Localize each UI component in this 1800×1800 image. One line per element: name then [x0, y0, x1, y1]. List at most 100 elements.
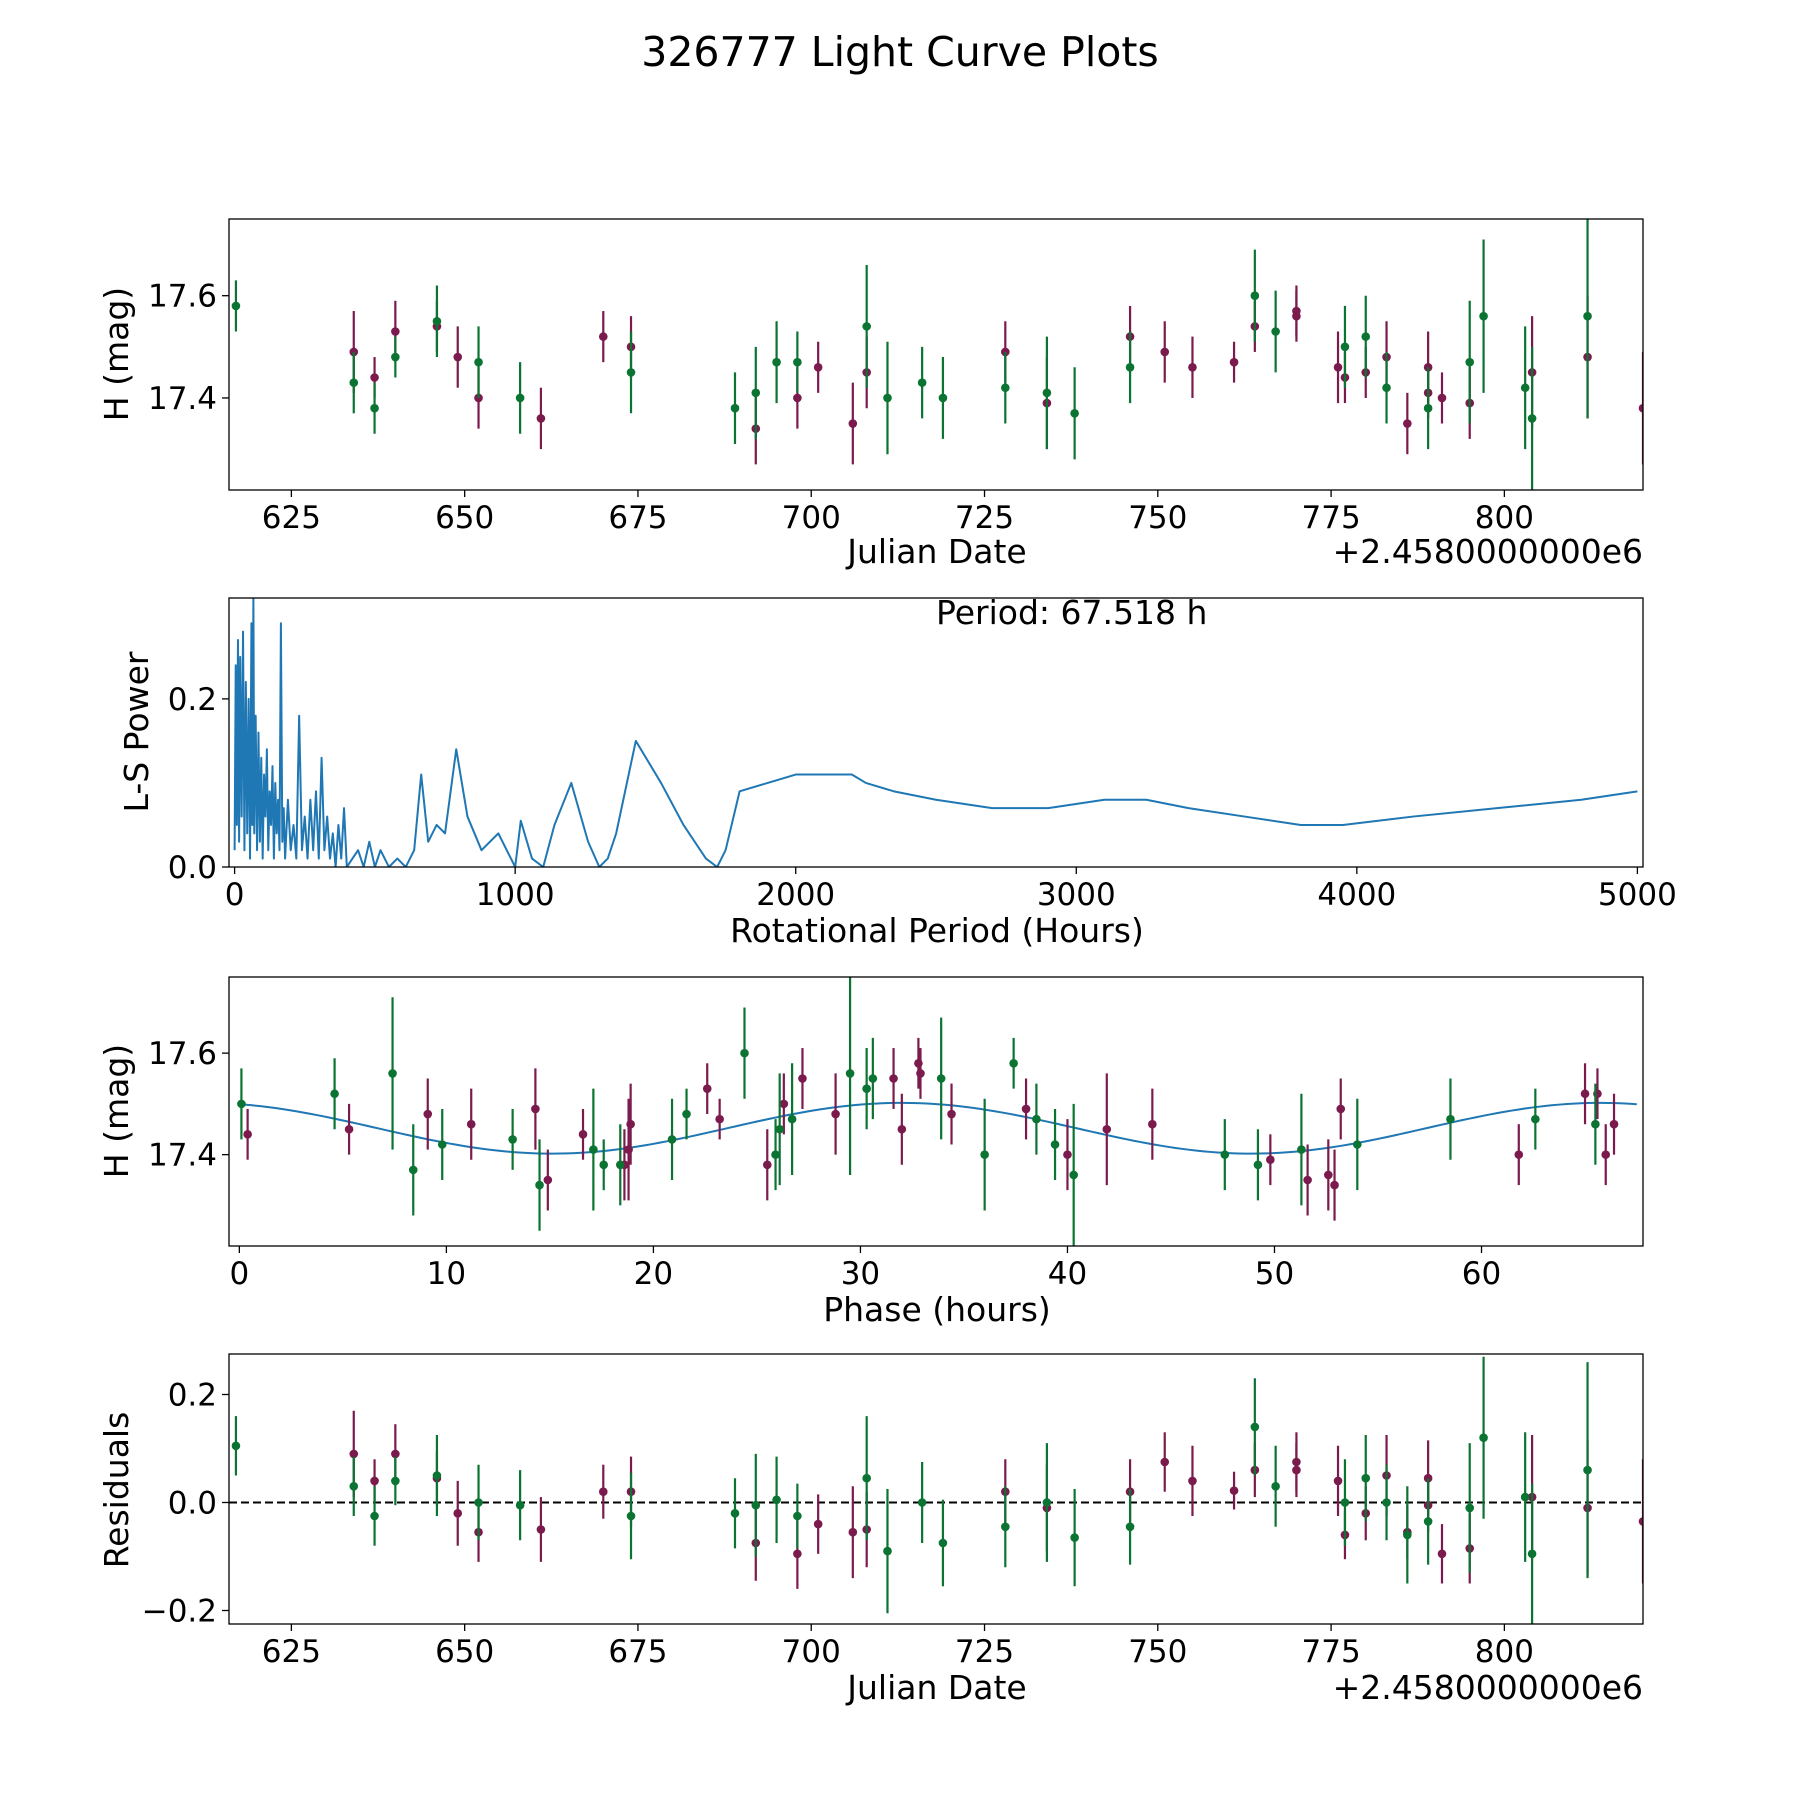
phased-xtick-label: 20 — [634, 1256, 673, 1292]
periodogram-xtick-label: 3000 — [1037, 877, 1116, 913]
band-b-point — [1069, 1170, 1078, 1180]
residuals-xtick-label: 625 — [262, 1634, 321, 1670]
lightcurve-axes-frame — [228, 218, 1644, 491]
band-b-point — [1250, 1422, 1260, 1432]
band-b-point — [1250, 291, 1260, 300]
band-a-point — [453, 352, 463, 362]
band-b-point — [589, 1145, 598, 1154]
band-a-point — [453, 1509, 463, 1518]
band-b-point — [862, 322, 871, 331]
band-b-point — [787, 1114, 797, 1124]
band-b-point — [231, 1441, 241, 1451]
band-b-point — [980, 1150, 989, 1159]
band-b-point — [936, 1074, 946, 1083]
band-b-point — [1009, 1058, 1018, 1068]
band-a-point — [1403, 419, 1412, 428]
residuals-xtick-label: 675 — [608, 1634, 667, 1670]
residuals-ytick-label: 0.0 — [168, 1486, 217, 1522]
band-b-point — [793, 1511, 802, 1521]
periodogram-xtick-label: 5000 — [1598, 877, 1677, 913]
band-b-point — [1527, 414, 1537, 423]
band-b-point — [237, 1099, 246, 1109]
band-b-point — [1583, 1465, 1592, 1475]
band-a-point — [762, 1160, 772, 1170]
band-a-point — [1580, 1089, 1590, 1099]
band-b-point — [1271, 1482, 1280, 1491]
band-a-point — [916, 1069, 925, 1078]
band-b-point — [793, 357, 802, 367]
band-a-point — [624, 1145, 633, 1154]
band-a-point — [1333, 1476, 1343, 1486]
band-a-point — [1333, 362, 1343, 372]
band-b-point — [740, 1048, 749, 1058]
phased-ytick-label: 17.6 — [148, 1036, 217, 1072]
band-a-point — [370, 1476, 379, 1486]
band-b-point — [917, 378, 927, 387]
phased-xtick-label: 30 — [841, 1256, 880, 1292]
band-b-point — [1001, 383, 1010, 393]
band-b-point — [1271, 327, 1280, 336]
band-a-point — [1292, 306, 1301, 316]
band-a-point — [793, 393, 802, 403]
band-a-point — [1514, 1150, 1524, 1159]
band-a-point — [391, 1449, 400, 1459]
band-b-point — [1220, 1150, 1230, 1159]
residuals-xlabel: Julian Date — [845, 1668, 1027, 1707]
band-b-point — [1032, 1114, 1041, 1124]
phased-ylabel: H (mag) — [97, 1044, 136, 1178]
periodogram-ytick-label: 0.0 — [168, 850, 217, 886]
band-a-point — [848, 1527, 858, 1537]
phased-xtick-label: 10 — [427, 1256, 466, 1292]
band-b-point — [626, 1511, 636, 1521]
band-b-point — [1531, 1114, 1540, 1124]
lightcurve-offset-text: +2.4580000000e6 — [1333, 532, 1643, 571]
band-a-point — [1188, 362, 1197, 372]
lightcurve-xtick-label: 775 — [1302, 500, 1361, 536]
band-a-point — [1148, 1119, 1157, 1129]
band-a-point — [813, 1519, 823, 1529]
band-b-point — [1125, 1522, 1135, 1532]
residuals-xtick-label: 750 — [1128, 1634, 1187, 1670]
band-b-point — [1382, 1498, 1391, 1507]
figure-title: 326777 Light Curve Plots — [641, 28, 1159, 76]
band-b-point — [862, 1473, 871, 1483]
band-a-point — [1160, 1457, 1170, 1467]
band-a-point — [889, 1074, 898, 1083]
band-b-point — [370, 403, 379, 413]
residuals-xtick-label: 650 — [435, 1634, 494, 1670]
lightcurve-xtick-label: 725 — [955, 500, 1014, 536]
phased-xlabel: Phase (hours) — [823, 1290, 1051, 1329]
band-b-point — [1527, 1549, 1537, 1559]
phased-xtick-label: 60 — [1462, 1256, 1501, 1292]
band-b-point — [917, 1498, 927, 1507]
band-a-point — [947, 1109, 956, 1119]
band-a-point — [1437, 393, 1447, 403]
band-b-point — [599, 1160, 609, 1170]
band-a-point — [466, 1119, 476, 1129]
periodogram-data — [233, 598, 1638, 867]
band-b-point — [1591, 1119, 1600, 1129]
band-b-point — [1465, 357, 1475, 367]
band-b-point — [474, 357, 483, 367]
periodogram-axes-frame — [228, 597, 1644, 868]
lightcurve-xtick-label: 625 — [262, 500, 321, 536]
band-b-point — [432, 1471, 442, 1480]
band-a-point — [531, 1104, 540, 1114]
band-b-point — [1042, 1498, 1052, 1507]
band-b-point — [432, 316, 442, 326]
phased-xtick-label: 50 — [1255, 1256, 1294, 1292]
band-b-point — [1070, 1533, 1079, 1542]
band-b-point — [391, 352, 400, 362]
phased-plot: 0 10 20 30 40 50 60 17.4 17.6 — [148, 976, 1644, 1292]
band-b-point — [515, 393, 525, 403]
band-a-point — [536, 1525, 546, 1534]
phased-panel: Phase (hours) H (mag) — [97, 1044, 1051, 1329]
lightcurve-xtick-label: 700 — [782, 500, 841, 536]
band-b-point — [626, 368, 636, 377]
lightcurve-data — [231, 219, 1643, 490]
band-a-point — [598, 1487, 608, 1496]
residuals-xtick-label: 800 — [1475, 1634, 1534, 1670]
band-a-point — [391, 327, 400, 336]
band-a-point — [813, 362, 823, 372]
band-b-point — [1070, 409, 1079, 418]
